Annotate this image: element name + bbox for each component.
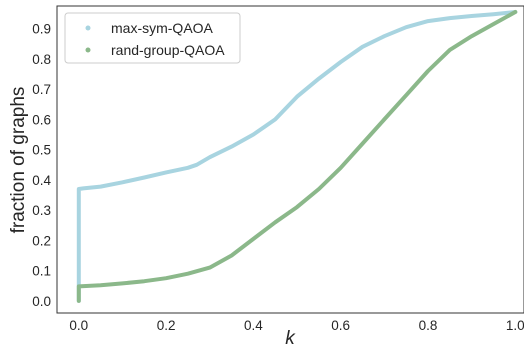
x-tick-label: 0.0: [69, 318, 88, 333]
y-tick-label: 0.5: [32, 143, 51, 158]
x-tick-label: 0.2: [157, 318, 176, 333]
legend-label-max-sym-qaoa: max-sym-QAOA: [111, 20, 214, 36]
y-tick-label: 0.1: [32, 264, 51, 279]
legend-marker-max-sym-qaoa: [85, 25, 91, 31]
y-tick-labels: 0.0 0.1 0.2 0.3 0.4 0.5 0.6 0.7 0.8 0.9: [32, 22, 51, 309]
y-tick-label: 0.8: [32, 52, 51, 67]
series-layer: [76, 10, 518, 303]
y-axis-label: fraction of graphs: [8, 87, 29, 234]
series-line-max-sym-qaoa: [76, 10, 518, 303]
y-tick-label: 0.4: [32, 173, 51, 188]
x-tick-label: 0.4: [244, 318, 263, 333]
y-tick-label: 0.7: [32, 82, 51, 97]
legend-marker-rand-group-qaoa: [85, 47, 91, 53]
series-line-rand-group-qaoa: [76, 10, 518, 303]
y-tick-label: 0.9: [32, 22, 51, 37]
y-tick-label: 0.2: [32, 233, 51, 248]
y-tick-label: 0.3: [32, 203, 51, 218]
x-tick-labels: 0.0 0.2 0.4 0.6 0.8 1.0: [69, 318, 524, 333]
y-tick-label: 0.6: [32, 112, 51, 127]
legend-box: [64, 12, 241, 64]
x-axis-label: k: [285, 328, 296, 349]
x-tick-label: 0.8: [419, 318, 438, 333]
x-tick-label: 0.6: [331, 318, 350, 333]
legend-label-rand-group-qaoa: rand-group-QAOA: [111, 42, 225, 58]
legend: max-sym-QAOA rand-group-QAOA: [64, 12, 241, 64]
y-tick-label: 0.0: [32, 294, 51, 309]
x-tick-label: 1.0: [506, 318, 524, 333]
